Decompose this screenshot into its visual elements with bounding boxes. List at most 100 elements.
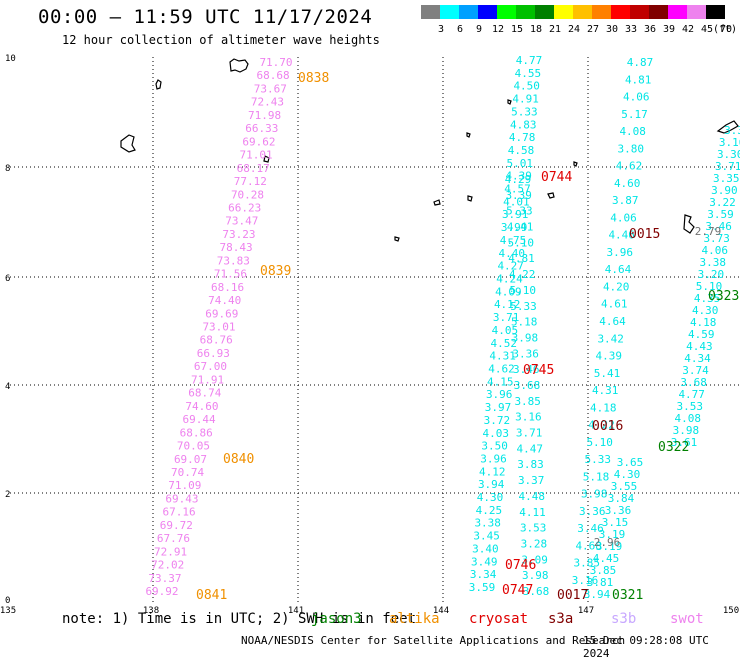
wave-height-value: 3.71 <box>715 160 740 173</box>
lat-tick-label: 10 <box>5 54 16 64</box>
wave-height-value: 3.38 <box>700 256 727 269</box>
wave-height-value: 4.60 <box>614 177 641 190</box>
wave-height-value: 3.94 <box>584 588 611 601</box>
island-outline <box>120 134 136 153</box>
colorbar-label: 6 <box>456 24 464 35</box>
wave-height-value: 5.10 <box>586 436 613 449</box>
wave-height-value: 5.17 <box>621 108 648 121</box>
colorbar-label: 12 <box>491 24 505 35</box>
wave-height-value: 69.92 <box>145 585 178 598</box>
wave-height-value: 3.46 <box>513 363 540 376</box>
island-outline <box>573 161 578 167</box>
pass-time-label: 0840 <box>223 452 254 467</box>
pass-time-label: 0016 <box>592 419 623 434</box>
wave-height-value: 69.69 <box>205 307 238 320</box>
wave-height-value: 3.98 <box>673 424 700 437</box>
wave-height-value: 69.72 <box>160 519 193 532</box>
wave-height-value: 4.68 <box>575 540 602 553</box>
colorbar-label: 39 <box>662 24 676 35</box>
wave-height-value: 4.77 <box>678 388 705 401</box>
wave-height-value: 4.77 <box>516 54 543 67</box>
wave-height-value: 4.12 <box>479 465 506 478</box>
wave-height-value: 4.30 <box>614 468 641 481</box>
colorbar-swatch <box>554 5 573 19</box>
legend-item-swot: swot <box>670 611 704 627</box>
wave-height-value: 68.76 <box>200 334 233 347</box>
wave-height-value: 3.20 <box>698 268 725 281</box>
wave-height-value: 73.67 <box>254 83 287 96</box>
wave-height-value: 3.85 <box>590 564 617 577</box>
wave-height-value: 3.96 <box>486 388 513 401</box>
island-outline <box>433 199 441 206</box>
wave-height-value: 3.68 <box>523 585 550 598</box>
island-outline <box>263 155 270 163</box>
wave-height-value: 78.43 <box>220 241 253 254</box>
wave-height-value: 3.16 <box>515 411 542 424</box>
wave-height-value: 4.59 <box>688 328 715 341</box>
wave-height-value: 68.86 <box>180 426 213 439</box>
wave-height-value: 2.79 <box>695 225 722 238</box>
pass-time-label: 0745 <box>523 363 554 378</box>
lat-tick-label: 4 <box>5 382 10 392</box>
wave-height-value: 67.76 <box>157 532 190 545</box>
wave-height-value: 3.50 <box>481 440 508 453</box>
wave-height-value: 3.74 <box>682 364 709 377</box>
pass-time-label: 0841 <box>196 588 227 603</box>
lon-tick-label: 147 <box>578 606 594 616</box>
colorbar-swatch <box>497 5 516 19</box>
island-outline <box>716 120 739 134</box>
colorbar-swatch <box>440 5 459 19</box>
wave-height-value: 4.91 <box>512 93 539 106</box>
wave-height-value: 3.99 <box>501 221 528 234</box>
wave-height-value: 3.96 <box>480 453 507 466</box>
wave-height-value: 4.41 <box>507 221 534 234</box>
legend-item-s3a: s3a <box>548 611 574 627</box>
wave-height-value: 4.15 <box>487 375 514 388</box>
wave-height-value: 3.65 <box>617 456 644 469</box>
wave-height-value: 3.36 <box>579 505 606 518</box>
wave-height-value: 4.25 <box>476 504 503 517</box>
colorbar-label: 33 <box>624 24 638 35</box>
lat-tick-label: 2 <box>5 490 10 500</box>
wave-height-value: 4.39 <box>596 350 623 363</box>
wave-height-value: 3.40 <box>472 542 499 555</box>
island-outline <box>155 79 162 90</box>
colorbar-swatch <box>630 5 649 19</box>
wave-height-value: 4.48 <box>519 490 546 503</box>
colorbar-label: 45 <box>700 24 714 35</box>
wave-height-value: 4.05 <box>492 324 519 337</box>
wave-height-value: 74.40 <box>208 294 241 307</box>
wave-height-value: 4.81 <box>508 252 535 265</box>
wave-height-value: 73.23 <box>222 228 255 241</box>
wave-height-value: 4.01 <box>503 195 530 208</box>
wave-height-value: 4.57 <box>504 183 531 196</box>
wave-height-value: 73.37 <box>148 572 181 585</box>
wave-height-value: 3.19 <box>596 540 623 553</box>
wave-height-value: 4.22 <box>509 268 536 281</box>
colorbar-swatch <box>668 5 687 19</box>
wave-height-value: 4.78 <box>509 131 536 144</box>
wave-height-value: 4.46 <box>608 229 635 242</box>
wave-height-value: 4.11 <box>519 506 546 519</box>
island-outline <box>547 192 555 199</box>
legend-item-altika: altika <box>389 611 440 627</box>
wave-height-value: 72.91 <box>154 545 187 558</box>
island-outline <box>229 58 249 73</box>
colorbar-label: 70 <box>719 24 733 35</box>
satellite-tracks: 71.7068.6873.6772.4371.9866.3369.6271.01… <box>145 54 740 601</box>
wave-height-value: 4.52 <box>491 337 518 350</box>
lat-tick-label: 6 <box>5 274 10 284</box>
wave-height-value: 3.15 <box>602 516 629 529</box>
pass-time-label: 0746 <box>505 558 536 573</box>
wave-height-value: 66.93 <box>197 347 230 360</box>
colorbar-swatch <box>706 5 725 19</box>
wave-height-value: 3.87 <box>612 194 639 207</box>
island-outline <box>507 99 512 105</box>
wave-height-value: 4.39 <box>505 170 532 183</box>
wave-height-value: 3.30 <box>717 148 740 161</box>
wave-height-value: 5.10 <box>508 236 535 249</box>
wave-height-value: 5.33 <box>585 453 612 466</box>
pass-time-label: 0322 <box>658 440 689 455</box>
wave-height-value: 3.85 <box>514 395 541 408</box>
wave-height-value: 3.59 <box>707 208 734 221</box>
